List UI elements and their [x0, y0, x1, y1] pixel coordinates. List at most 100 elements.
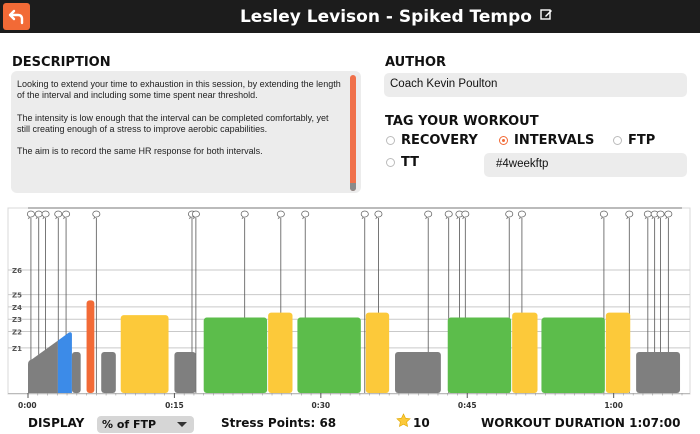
message-bubble-icon [656, 210, 665, 218]
tag-label: TT [401, 155, 420, 170]
message-bubble-tail [55, 216, 59, 220]
edit-icon[interactable] [540, 8, 553, 21]
back-button[interactable] [3, 3, 30, 30]
zone-label: Z5 [12, 292, 22, 300]
message-bubble-tail [445, 216, 450, 220]
message-bubble-icon [374, 210, 383, 220]
radio-icon[interactable] [613, 136, 622, 145]
display-dropdown[interactable]: % of FTP [97, 416, 194, 433]
star-count: 10 [413, 416, 430, 430]
interval-block [57, 332, 72, 393]
author-field[interactable]: Coach Kevin Poulton [384, 73, 687, 97]
description-box[interactable]: Looking to extend your time to exhaustio… [11, 71, 361, 193]
message-bubble-icon [360, 210, 369, 220]
message-bubble-tail [644, 216, 649, 220]
message-bubble-icon [444, 210, 453, 220]
message-bubble-tail [600, 216, 605, 220]
message-bubble-icon [276, 210, 285, 218]
interval-block [71, 352, 81, 393]
interval-block [636, 352, 681, 393]
chevron-down-icon [177, 422, 187, 427]
message-bubble-tail [626, 216, 630, 220]
interval-block [395, 352, 441, 393]
interval-block [203, 317, 268, 393]
message-bubble-icon [517, 210, 526, 220]
author-heading: AUTHOR [385, 55, 447, 70]
message-bubble-tail [657, 216, 662, 220]
radio-selected-icon[interactable] [499, 136, 508, 145]
custom-tag-value: #4weekftp [496, 158, 549, 170]
message-bubble-icon [599, 210, 608, 218]
message-bubble-tail [301, 216, 306, 220]
message-bubble-icon [92, 210, 101, 218]
x-tick-label: 0:45 [458, 401, 477, 410]
interval-block [512, 312, 538, 393]
message-bubble-icon [625, 210, 634, 220]
interval-block [541, 317, 605, 393]
message-bubble-icon [54, 210, 63, 218]
interval-block [174, 352, 196, 393]
tag-label: INTERVALS [514, 133, 595, 148]
zone-label: Z1 [12, 345, 22, 353]
description-scrollbar[interactable] [350, 75, 356, 191]
tag-radio-recovery[interactable]: RECOVERY [386, 133, 478, 148]
message-bubble-icon [461, 210, 470, 220]
scrollbar-thumb[interactable] [350, 183, 356, 191]
workout-duration: WORKOUT DURATION 1:07:00 [481, 416, 681, 430]
tag-radio-ftp[interactable]: FTP [613, 133, 655, 148]
message-bubble-tail [375, 216, 380, 220]
message-bubble-icon [664, 210, 673, 220]
display-value: % of FTP [102, 418, 157, 431]
zone-label: Z4 [12, 304, 22, 312]
message-bubble-tail [42, 216, 47, 220]
message-bubble-icon [664, 210, 673, 218]
message-bubble-icon [26, 210, 35, 218]
interval-block [297, 317, 361, 393]
tag-radio-tt[interactable]: TT [386, 155, 419, 170]
message-bubble-icon [276, 210, 285, 220]
zone-label: Z6 [12, 267, 22, 275]
message-bubble-icon [62, 210, 71, 220]
message-bubble-icon [424, 210, 433, 220]
description-paragraph: The aim is to record the same HR respons… [17, 146, 263, 157]
back-arrow-icon [8, 9, 24, 25]
message-bubble-icon [656, 210, 665, 220]
message-bubble-tail [424, 216, 429, 220]
radio-icon[interactable] [386, 158, 395, 167]
message-bubble-icon [62, 210, 71, 218]
interval-block [268, 312, 293, 393]
message-bubble-tail [241, 216, 246, 220]
message-bubble-icon [625, 210, 634, 218]
interval-block [28, 340, 58, 393]
description-paragraph: The intensity is low enough that the int… [17, 112, 329, 134]
message-bubble-icon [92, 210, 101, 220]
workout-chart[interactable]: Z1 Z2 Z3 Z4 Z5 Z6 0:00 0:15 0:30 0:45 1:00 [0, 200, 700, 416]
message-bubble-icon [34, 210, 43, 218]
message-bubble-tail [361, 216, 366, 220]
zone-label: Z2 [12, 329, 22, 337]
description-text: Looking to extend your time to exhaustio… [17, 79, 343, 168]
x-tick-label: 1:00 [604, 401, 623, 410]
custom-tag-input[interactable]: #4weekftp [484, 153, 687, 177]
message-bubble-tail [93, 216, 97, 220]
message-bubble-icon [650, 210, 659, 220]
message-bubble-icon [34, 210, 43, 220]
radio-icon[interactable] [386, 136, 395, 145]
message-bubble-tail [462, 216, 466, 220]
message-bubble-tail [505, 216, 510, 220]
message-bubble-tail [456, 216, 461, 220]
description-paragraph: Looking to extend your time to exhaustio… [17, 79, 341, 101]
message-bubble-tail [188, 216, 193, 220]
display-label: DISPLAY [28, 416, 85, 430]
star-icon [396, 413, 411, 428]
interval-block [86, 300, 95, 393]
tag-radio-intervals[interactable]: INTERVALS [499, 133, 594, 148]
message-bubble-tail [27, 216, 32, 220]
tag-label: FTP [628, 133, 656, 148]
header-bar: Lesley Levison - Spiked Tempo [0, 0, 700, 33]
message-bubble-icon [424, 210, 433, 218]
message-bubble-icon [191, 210, 200, 220]
message-bubble-icon [643, 210, 652, 218]
description-heading: DESCRIPTION [12, 55, 111, 70]
message-bubble-tail [665, 216, 669, 220]
